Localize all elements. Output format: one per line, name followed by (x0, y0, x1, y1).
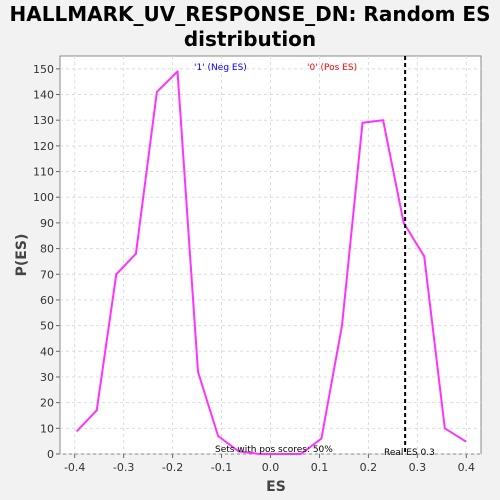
series-point (258, 453, 261, 455)
series-point (237, 450, 240, 453)
series-point (382, 119, 385, 122)
y-tick-label: 140 (33, 89, 54, 102)
y-tick-label: 80 (40, 243, 54, 256)
x-tick-label: 0.3 (409, 461, 427, 474)
x-tick-label: 0.4 (458, 461, 476, 474)
chart-title-line2: distribution (183, 27, 317, 51)
series-point (155, 90, 158, 93)
x-tick-label: -0.2 (162, 461, 183, 474)
real-es-label: Real ES 0.3 (384, 448, 435, 458)
chart-title-line1: HALLMARK_UV_RESPONSE_DN: Random ES (9, 2, 491, 26)
y-tick-label: 50 (40, 320, 54, 333)
y-tick-label: 30 (40, 371, 54, 384)
series-point (176, 70, 179, 73)
neg-es-label: '1' (Neg ES) (194, 63, 247, 73)
series-point (443, 427, 446, 430)
series-point (217, 435, 220, 438)
x-tick-label: 0.0 (262, 461, 280, 474)
pos-es-label: '0' (Pos ES) (307, 63, 357, 73)
y-tick-label: 120 (33, 140, 54, 153)
y-axis-label: P(ES) (14, 234, 30, 277)
y-axis: 0 10 20 30 40 50 60 70 80 90 100 110 120 130 140 150 (33, 63, 60, 461)
series-point (95, 409, 98, 412)
pos-scores-label: Sets with pos scores: 50% (215, 445, 333, 455)
series-point (340, 324, 343, 327)
chart-title: HALLMARK_UV_RESPONSE_DN: Random ES distr… (0, 2, 500, 52)
y-tick-label: 40 (40, 345, 54, 358)
y-tick-label: 70 (40, 268, 54, 281)
series-point (115, 273, 118, 276)
y-tick-label: 90 (40, 217, 54, 230)
series-point (279, 453, 282, 455)
series-layer (76, 70, 467, 455)
y-tick-label: 20 (40, 397, 54, 410)
series-point (299, 453, 302, 455)
x-tick-label: 0.1 (311, 461, 329, 474)
x-tick-label: -0.1 (211, 461, 232, 474)
series-point (464, 440, 467, 443)
x-tick-label: -0.4 (64, 461, 85, 474)
series-point (76, 429, 79, 432)
y-tick-label: 150 (33, 63, 54, 76)
y-tick-label: 100 (33, 191, 54, 204)
y-tick-label: 130 (33, 114, 54, 127)
y-tick-label: 110 (33, 166, 54, 179)
series-point (320, 437, 323, 440)
x-tick-label: -0.3 (113, 461, 134, 474)
x-tick-label: 0.2 (360, 461, 378, 474)
y-tick-label: 10 (40, 422, 54, 435)
y-tick-label: 0 (47, 448, 54, 461)
series-point (361, 121, 364, 124)
x-axis: -0.4 -0.3 -0.2 -0.1 0.0 0.1 0.2 0.3 0.4 (64, 454, 475, 474)
series-point (402, 221, 405, 224)
series-point (134, 252, 137, 255)
grid-lines (60, 56, 481, 455)
series-line (76, 70, 466, 455)
series-point (197, 370, 200, 373)
y-tick-label: 60 (40, 294, 54, 307)
x-axis-label: ES (266, 479, 286, 495)
series-point (423, 255, 426, 258)
